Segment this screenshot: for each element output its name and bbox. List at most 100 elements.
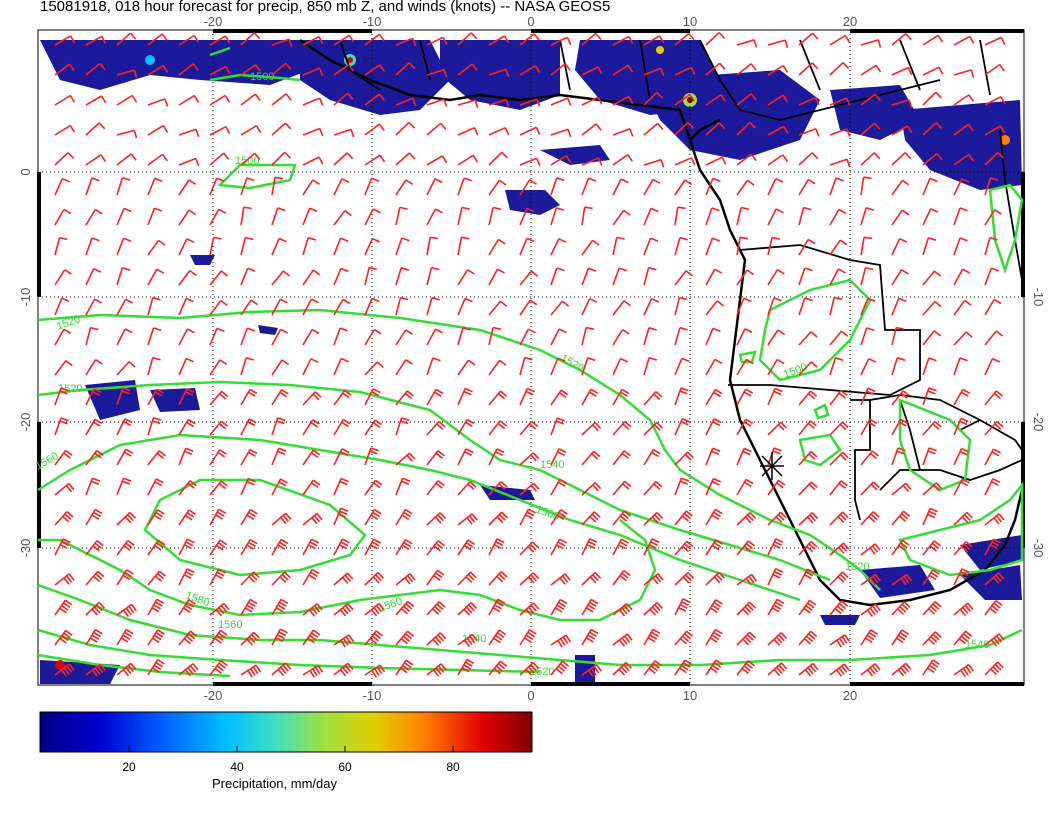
wind-barb [860,418,878,436]
wind-barb [85,298,102,316]
wind-barb [519,508,536,526]
wind-barb [767,39,789,49]
wind-barb [581,123,602,136]
wind-barb [333,507,349,526]
wind-barb [333,662,354,677]
wind-barb [85,35,107,46]
wind-barb [767,94,789,106]
wind-barb [302,35,324,46]
wind-barb [395,296,409,316]
wind-barb [54,538,71,556]
wind-barb [364,123,385,136]
wind-barb [240,418,257,436]
wind-barb [860,357,877,376]
wind-barb [953,207,968,226]
wind-barb [581,206,593,226]
wind-barb [457,448,474,466]
lon-tick: -20 [204,688,223,703]
wind-barb [364,538,381,556]
wind-barb [147,598,165,616]
wind-barb [891,539,910,556]
wind-barb [333,152,354,166]
wind-barb [736,573,757,586]
wind-barb [209,327,225,346]
wind-barb [457,63,478,76]
wind-barb [333,64,355,76]
wind-barb [457,387,473,406]
wind-barb [643,421,664,436]
wind-barb [984,151,1005,166]
wind-barb [736,388,754,406]
wind-barb [395,152,416,166]
wind-barb [705,477,722,496]
wind-barb [302,127,324,137]
wind-barb [674,598,691,616]
wind-barb [519,629,537,646]
wind-barb [550,598,568,616]
wind-barb [705,177,721,196]
wind-barb [829,330,849,346]
wind-barb [302,568,320,586]
wind-barb [488,151,508,166]
wind-barb [891,125,913,136]
wind-barb [395,659,414,676]
wind-barb [984,390,1004,406]
wind-barb [240,388,258,406]
wind-barb [302,67,324,77]
wind-barb [612,633,633,647]
wind-barb [922,601,942,616]
wind-barb [519,179,537,196]
wind-barb [426,569,445,586]
wind-barb [147,629,165,646]
wind-barb [581,239,600,256]
lat-tick: -10 [18,288,33,307]
wind-barb [798,128,820,137]
wind-barb [643,178,661,196]
wind-barb [860,327,875,346]
wind-barb [550,238,567,256]
wind-barb [116,207,132,226]
wind-barb [860,93,881,106]
wind-barb [519,270,539,286]
wind-barb [116,603,137,618]
wind-barb [147,327,162,346]
wind-barb [488,206,502,226]
wind-barb [488,598,506,616]
wind-barb [705,358,723,376]
wind-barb [85,154,107,166]
wind-barb [643,512,664,526]
wind-barb [240,448,258,466]
wind-barb [829,208,847,226]
wind-barb [891,32,912,46]
wind-barb [364,177,380,196]
wind-barb [984,572,1005,586]
wind-barb [209,94,231,106]
wind-barb [457,236,470,256]
wind-barb [519,452,540,466]
wind-barb [457,297,473,316]
wind-barb [953,35,975,46]
wind-barb [426,420,446,436]
precip-field [40,40,1022,684]
wind-barb [736,236,749,256]
wind-barb [395,630,415,646]
wind-barb [736,540,756,556]
wind-barb [581,422,602,436]
wind-barb [209,480,229,496]
wind-barb [457,481,477,496]
wind-barb [178,480,197,496]
contour-label: 1520 [845,561,869,573]
wind-barb [891,99,913,108]
wind-barb [705,659,724,676]
wind-barb [736,478,754,496]
wind-barb [488,448,505,466]
wind-barb [891,510,911,526]
wind-barb [860,629,878,646]
wind-barb [550,177,565,196]
wind-barb [147,98,169,107]
wind-barb [643,67,665,76]
wind-barb [333,448,350,466]
wind-barb [395,121,416,136]
wind-barb [860,481,880,496]
wind-barb [860,122,881,136]
